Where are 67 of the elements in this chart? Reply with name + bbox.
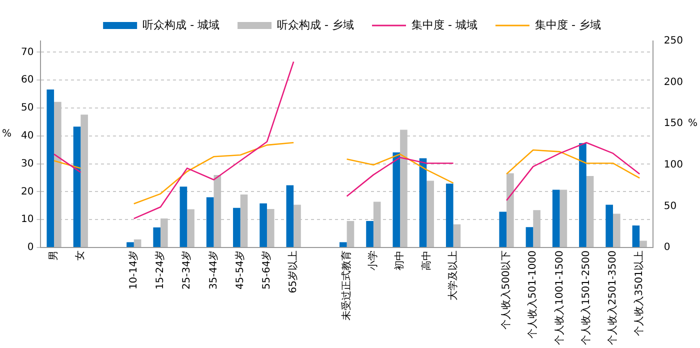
bar — [632, 225, 640, 247]
bar — [453, 224, 461, 247]
bar — [392, 152, 400, 247]
y2-tick-label: 250 — [664, 36, 684, 47]
y-axis-title: % — [2, 128, 12, 140]
bar — [526, 227, 534, 247]
bar — [73, 126, 81, 247]
x-tick-label: 45-54岁 — [234, 250, 246, 290]
x-tick-label: 大学及以上 — [446, 250, 459, 300]
x-tick-label: 15-24岁 — [154, 250, 166, 290]
y-tick-label: 10 — [20, 214, 34, 226]
y-tick-label: 20 — [20, 186, 34, 198]
bar — [206, 197, 214, 247]
bar — [552, 190, 560, 247]
y-tick-label: 40 — [20, 130, 34, 142]
bar — [579, 143, 586, 247]
y-tick-label: 50 — [20, 102, 34, 114]
x-tick-label: 个人收入501-1000 — [526, 250, 539, 339]
x-tick-label: 小学 — [367, 250, 380, 270]
x-tick-label: 个人收入3501以上 — [633, 250, 646, 336]
legend-label: 听众构成 - 乡域 — [277, 18, 354, 32]
x-tick-label: 高中 — [420, 250, 432, 270]
bar — [134, 239, 142, 247]
bar — [499, 212, 507, 247]
x-tick-label: 男 — [48, 250, 60, 260]
bar — [340, 242, 347, 247]
x-tick-label: 个人收入2501-3500 — [606, 250, 619, 346]
y-tick-label: 70 — [20, 46, 34, 58]
bar — [233, 208, 240, 247]
x-tick-label: 女 — [74, 250, 86, 260]
y-tick-label: 30 — [20, 158, 34, 170]
x-tick-label: 10-14岁 — [127, 250, 140, 290]
bar — [153, 227, 160, 247]
bar — [260, 203, 267, 247]
y2-tick-label: 0 — [664, 242, 670, 254]
x-tick-label: 55-64岁 — [260, 250, 273, 290]
legend-label: 听众构成 - 城域 — [142, 18, 220, 32]
y2-tick-label: 150 — [664, 118, 684, 130]
y2-tick-label: 100 — [664, 159, 684, 170]
x-tick-label: 35-44岁 — [207, 250, 220, 290]
x-tick-label: 未受过正式教育 — [340, 250, 352, 320]
bar — [286, 185, 294, 247]
bar — [426, 180, 434, 247]
legend-label: 集中度 - 城域 — [412, 18, 478, 32]
y2-tick-label: 50 — [664, 200, 677, 212]
bar — [180, 186, 188, 247]
bar — [46, 90, 54, 247]
bar — [366, 220, 374, 247]
x-tick-label: 个人收入1501-2500 — [580, 250, 592, 346]
bar — [612, 214, 620, 247]
x-tick-label: 25-34岁 — [180, 250, 193, 290]
y2-tick-label: 200 — [664, 76, 684, 88]
x-tick-label: 初中 — [394, 250, 406, 270]
bar — [606, 204, 613, 247]
x-tick-label: 个人收入500以下 — [500, 250, 512, 330]
y2-axis-title: % — [688, 118, 698, 130]
bar — [419, 158, 427, 247]
bar — [187, 209, 194, 247]
y-tick-label: 60 — [20, 74, 34, 86]
bar — [446, 184, 454, 247]
bar — [640, 240, 647, 247]
legend-label: 集中度 - 乡域 — [534, 18, 601, 32]
x-tick-label: 个人收入1001-1500 — [553, 250, 566, 346]
bar — [560, 190, 568, 247]
bar — [126, 242, 134, 247]
x-tick-label: 65岁以上 — [287, 250, 300, 294]
y-tick-label: 0 — [27, 242, 34, 254]
